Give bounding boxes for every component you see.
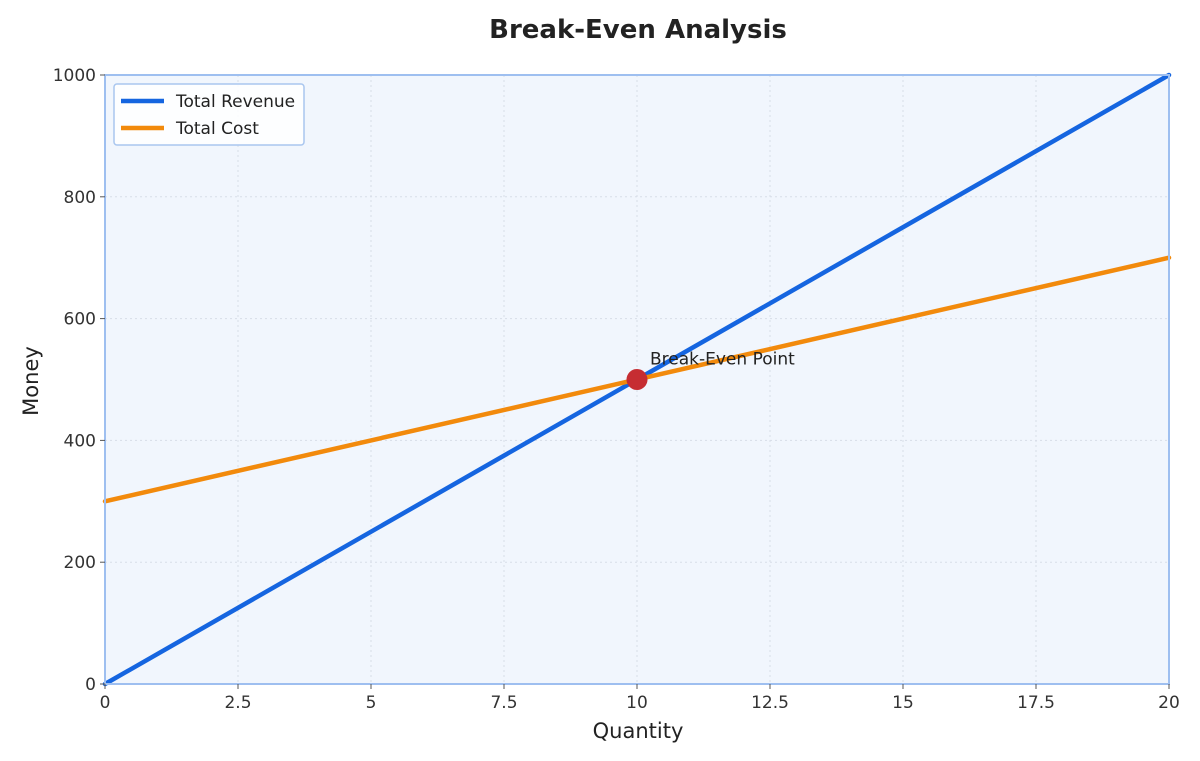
- legend: Total Revenue Total Cost: [113, 83, 305, 146]
- x-axis-label: Quantity: [593, 719, 684, 743]
- legend-label: Total Cost: [175, 119, 259, 139]
- y-tick-label: 0: [85, 675, 96, 695]
- x-tick-label: 12.5: [751, 693, 789, 713]
- x-tick-label: 0: [100, 693, 111, 713]
- annotation-layer: Break-Even Point: [626, 350, 795, 390]
- x-tick-label: 7.5: [490, 693, 517, 713]
- break-even-marker: [626, 369, 648, 390]
- x-tick-label: 15: [892, 693, 914, 713]
- x-tick-label: 5: [366, 693, 377, 713]
- y-tick-label: 1000: [53, 66, 96, 86]
- y-tick-label: 800: [64, 188, 96, 208]
- y-tick-label: 200: [64, 553, 96, 573]
- legend-label: Total Revenue: [175, 92, 295, 112]
- x-tick-label: 10: [626, 693, 648, 713]
- y-axis-label: Money: [19, 346, 43, 416]
- x-axis-ticks: 0 2.5 5 7.5 10 12.5 15 17.5 20: [100, 684, 1180, 713]
- break-even-label: Break-Even Point: [650, 350, 795, 370]
- grid-lines: [105, 75, 1169, 684]
- y-tick-label: 400: [64, 431, 96, 451]
- y-axis-ticks: 0 200 400 600 800 1000: [53, 66, 105, 695]
- chart-title: Break-Even Analysis: [489, 15, 787, 45]
- x-tick-label: 17.5: [1017, 693, 1055, 713]
- x-tick-label: 20: [1158, 693, 1180, 713]
- x-tick-label: 2.5: [224, 693, 251, 713]
- y-tick-label: 600: [64, 310, 96, 330]
